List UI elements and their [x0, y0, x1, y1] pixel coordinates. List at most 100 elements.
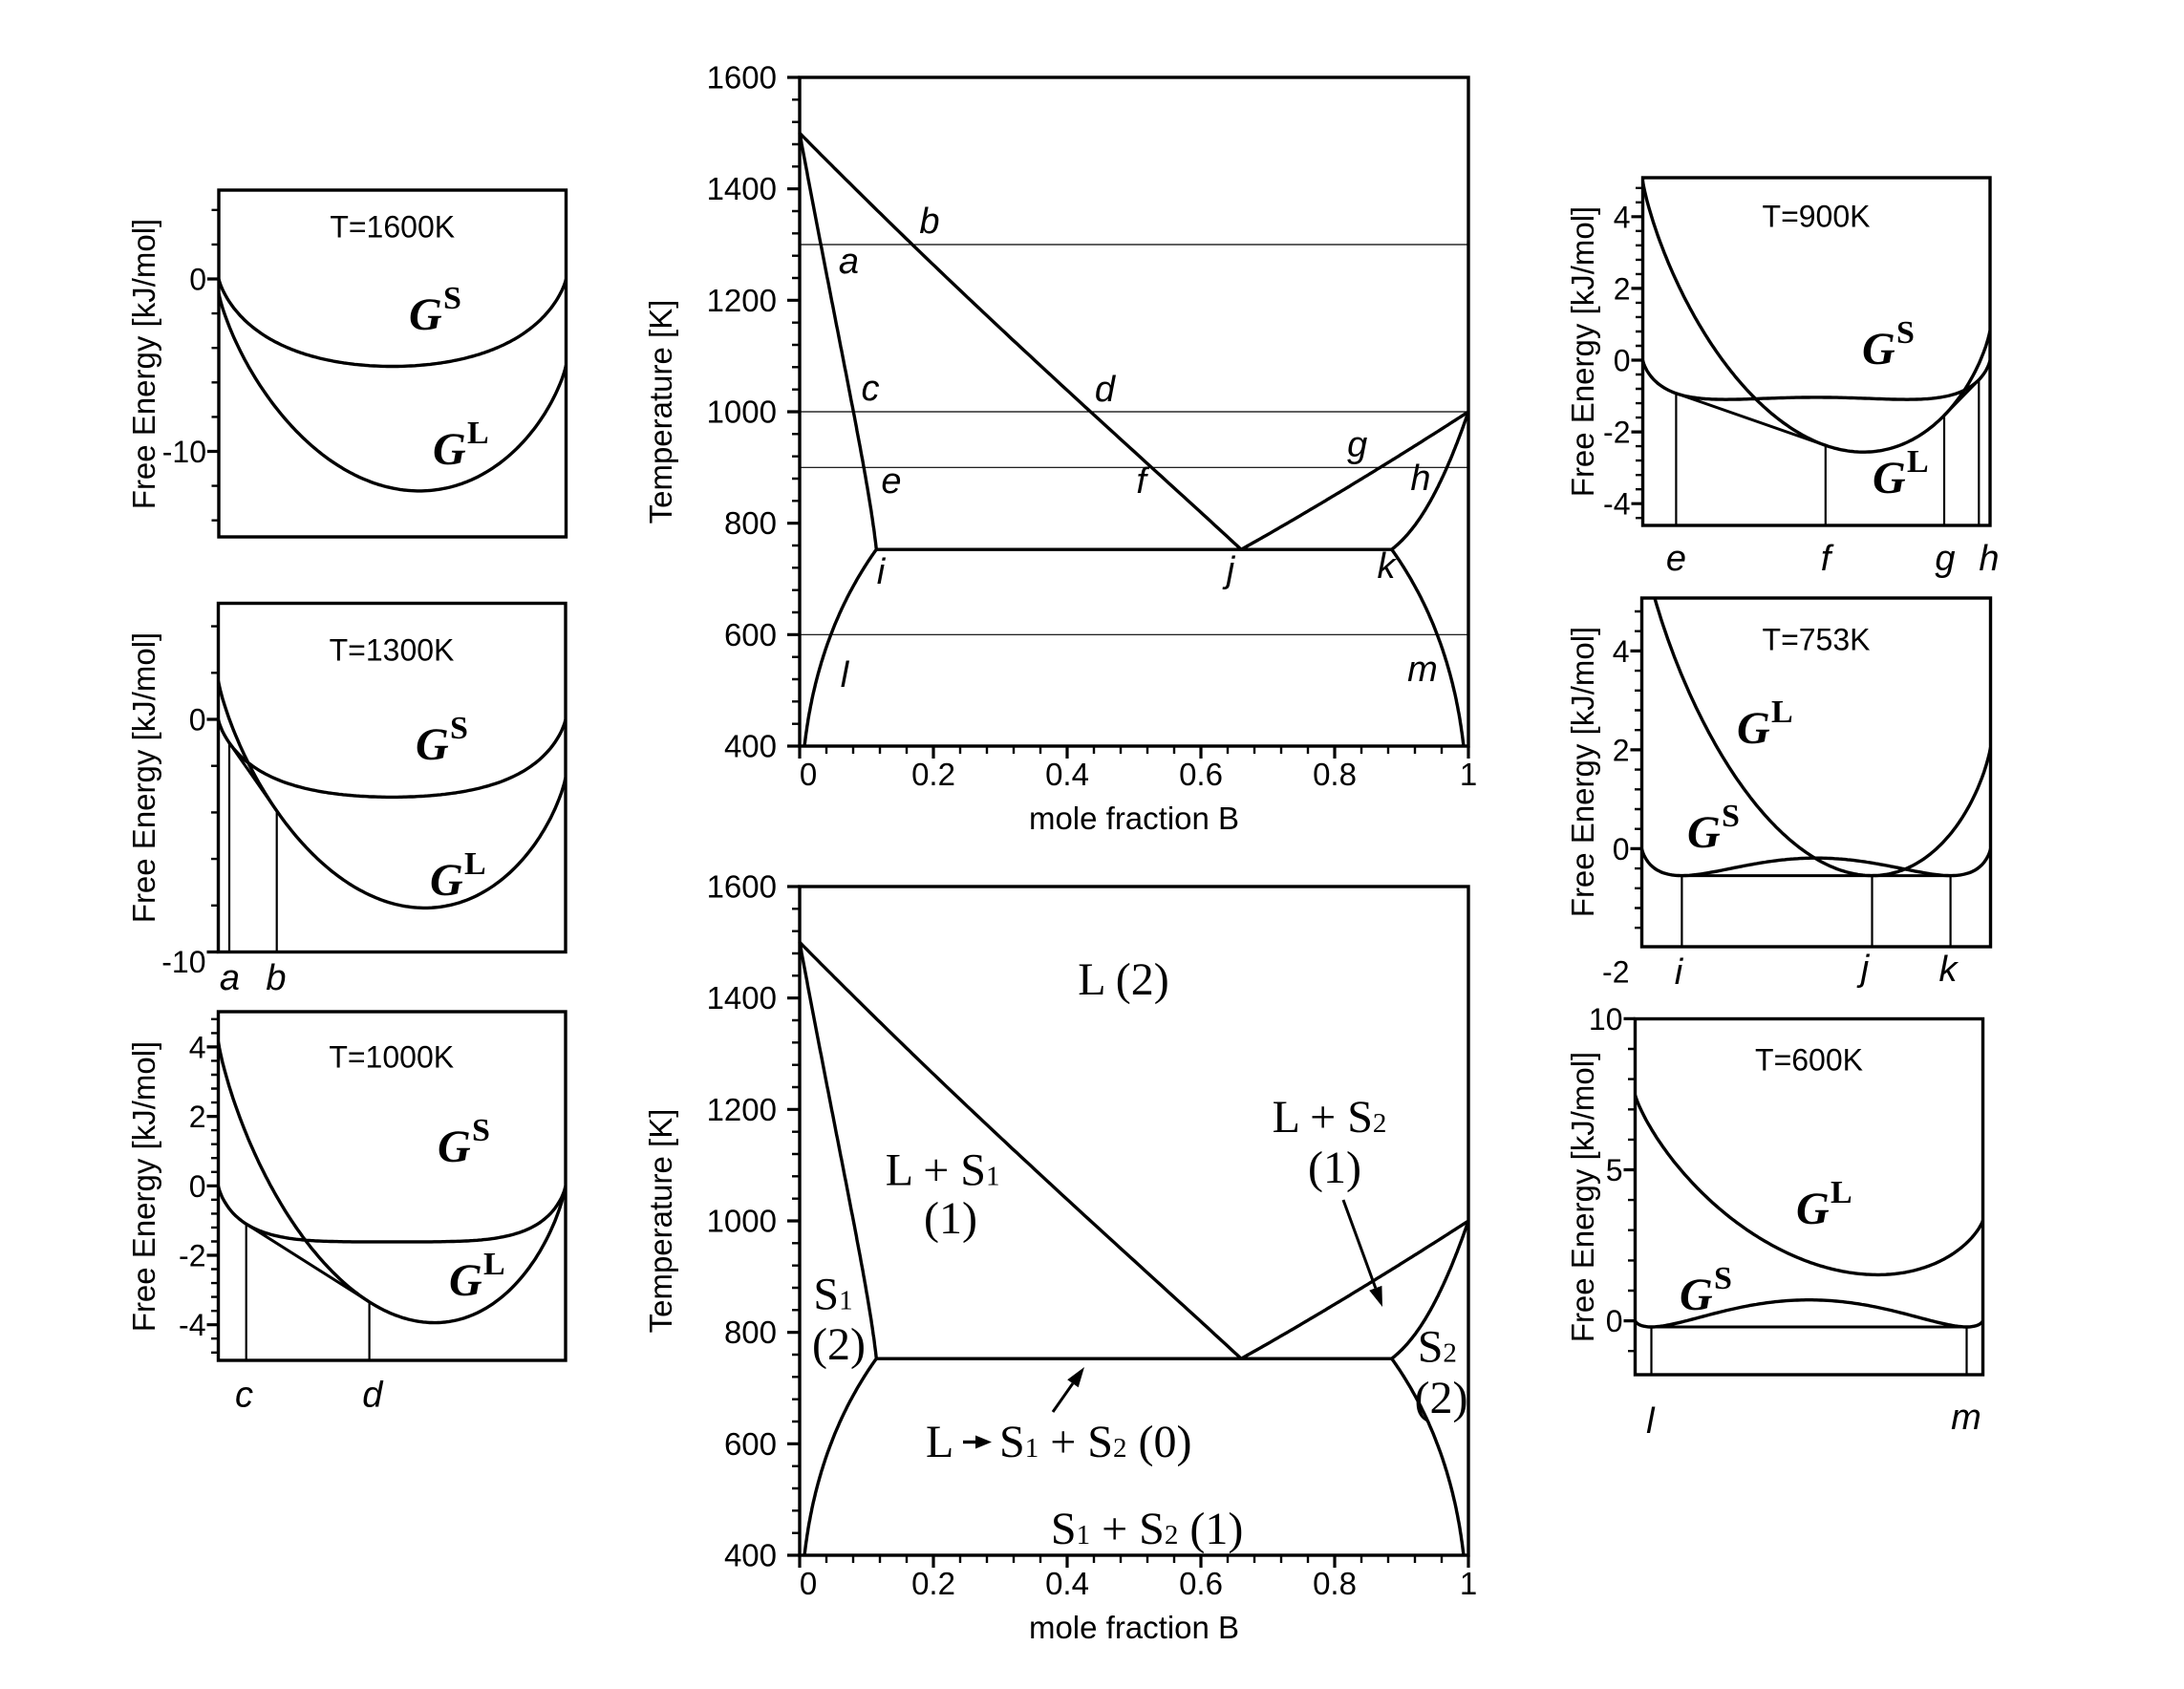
- svg-text:m: m: [1407, 650, 1438, 690]
- svg-text:mole fraction B: mole fraction B: [1029, 801, 1239, 836]
- svg-text:(2): (2): [1415, 1373, 1468, 1423]
- svg-text:S: S: [472, 1113, 490, 1148]
- svg-text:e: e: [881, 461, 901, 502]
- svg-text:G: G: [416, 719, 449, 770]
- svg-text:S: S: [1896, 315, 1915, 351]
- svg-text:0.2: 0.2: [911, 757, 955, 792]
- svg-text:L + S2: L + S2: [1273, 1092, 1387, 1143]
- svg-text:S: S: [1714, 1261, 1732, 1296]
- svg-text:0.4: 0.4: [1045, 1566, 1089, 1601]
- svg-text:S: S: [450, 711, 468, 746]
- svg-text:1000: 1000: [707, 395, 777, 430]
- svg-text:-2: -2: [1602, 954, 1629, 989]
- svg-text:-2: -2: [179, 1239, 205, 1273]
- svg-text:G: G: [433, 424, 466, 475]
- svg-text:1600: 1600: [707, 869, 777, 905]
- svg-text:S1: S1: [813, 1270, 852, 1320]
- svg-text:G: G: [409, 289, 442, 340]
- svg-text:-4: -4: [1603, 487, 1630, 522]
- svg-text:10: 10: [1589, 1002, 1623, 1037]
- svg-text:T=600K: T=600K: [1755, 1043, 1863, 1078]
- svg-text:4: 4: [1613, 634, 1630, 669]
- svg-text:1400: 1400: [707, 980, 777, 1016]
- svg-text:L: L: [483, 1247, 505, 1282]
- svg-text:-4: -4: [179, 1308, 205, 1342]
- svg-text:k: k: [1939, 950, 1959, 990]
- svg-text:G: G: [1687, 807, 1721, 858]
- svg-text:400: 400: [724, 1538, 777, 1573]
- svg-text:c: c: [862, 369, 880, 409]
- svg-text:600: 600: [724, 617, 777, 652]
- svg-text:L: L: [926, 1417, 953, 1467]
- svg-text:1200: 1200: [707, 1092, 777, 1127]
- svg-text:2: 2: [1613, 733, 1630, 767]
- svg-text:G: G: [1680, 1270, 1713, 1320]
- svg-text:Free Energy [kJ/mol]: Free Energy [kJ/mol]: [126, 1041, 161, 1332]
- svg-text:h: h: [1410, 459, 1430, 499]
- svg-text:(2): (2): [812, 1319, 866, 1370]
- svg-text:e: e: [1666, 539, 1686, 579]
- svg-text:Temperature [K]: Temperature [K]: [643, 1109, 678, 1334]
- svg-text:G: G: [449, 1255, 482, 1306]
- svg-text:h: h: [1979, 539, 1999, 579]
- svg-text:0: 0: [189, 1169, 206, 1204]
- svg-text:2: 2: [189, 1100, 206, 1134]
- svg-text:0.2: 0.2: [911, 1566, 955, 1601]
- svg-text:1600: 1600: [707, 60, 777, 96]
- svg-text:1000: 1000: [707, 1204, 777, 1239]
- svg-text:S: S: [1722, 799, 1740, 834]
- svg-text:L: L: [1831, 1175, 1852, 1210]
- svg-text:i: i: [877, 552, 887, 592]
- svg-text:0.6: 0.6: [1179, 757, 1223, 792]
- svg-text:T=1300K: T=1300K: [330, 633, 455, 668]
- svg-text:0: 0: [189, 263, 206, 297]
- svg-text:G: G: [1873, 453, 1906, 503]
- svg-text:m: m: [1951, 1398, 1981, 1438]
- svg-text:Temperature [K]: Temperature [K]: [643, 300, 678, 524]
- svg-text:800: 800: [724, 505, 777, 541]
- svg-text:l: l: [1646, 1401, 1656, 1442]
- svg-text:a: a: [220, 958, 240, 998]
- svg-text:Free Energy [kJ/mol]: Free Energy [kJ/mol]: [126, 632, 161, 923]
- svg-text:S1 + S2 (1): S1 + S2 (1): [1051, 1504, 1243, 1554]
- svg-text:0: 0: [189, 703, 206, 738]
- svg-text:l: l: [841, 655, 850, 695]
- svg-text:1400: 1400: [707, 171, 777, 206]
- svg-text:Free Energy [kJ/mol]: Free Energy [kJ/mol]: [1565, 206, 1600, 497]
- svg-text:S1 + S2 (0): S1 + S2 (0): [999, 1417, 1191, 1467]
- svg-text:1: 1: [1460, 757, 1477, 792]
- svg-text:g: g: [1347, 425, 1367, 465]
- svg-text:1: 1: [1460, 1566, 1477, 1601]
- svg-text:S: S: [443, 281, 461, 316]
- svg-text:L: L: [464, 846, 486, 882]
- svg-text:1200: 1200: [707, 283, 777, 318]
- svg-text:b: b: [919, 202, 939, 242]
- svg-text:k: k: [1378, 546, 1398, 587]
- svg-text:G: G: [1737, 703, 1770, 754]
- svg-text:-2: -2: [1603, 416, 1630, 450]
- svg-text:f: f: [1136, 461, 1149, 502]
- svg-text:G: G: [1796, 1184, 1830, 1234]
- svg-text:-10: -10: [162, 435, 206, 469]
- svg-text:400: 400: [724, 729, 777, 764]
- svg-text:L + S1: L + S1: [886, 1145, 1000, 1196]
- svg-text:d: d: [1095, 370, 1117, 410]
- svg-text:G: G: [1862, 324, 1895, 374]
- svg-text:800: 800: [724, 1315, 777, 1350]
- svg-text:0: 0: [1613, 832, 1630, 866]
- svg-text:(1): (1): [924, 1193, 977, 1244]
- svg-text:G: G: [430, 855, 463, 906]
- svg-text:0: 0: [1614, 344, 1631, 378]
- svg-text:0.6: 0.6: [1179, 1566, 1223, 1601]
- svg-text:0: 0: [800, 1566, 817, 1601]
- svg-text:f: f: [1821, 539, 1834, 579]
- svg-text:0.8: 0.8: [1313, 757, 1357, 792]
- svg-text:S2: S2: [1418, 1322, 1457, 1373]
- svg-text:4: 4: [189, 1030, 206, 1064]
- svg-text:i: i: [1675, 952, 1684, 993]
- svg-text:b: b: [266, 958, 286, 998]
- svg-text:c: c: [235, 1376, 253, 1416]
- svg-text:Free Energy [kJ/mol]: Free Energy [kJ/mol]: [1565, 1052, 1600, 1342]
- svg-text:T=1600K: T=1600K: [330, 210, 455, 245]
- svg-text:4: 4: [1614, 200, 1631, 234]
